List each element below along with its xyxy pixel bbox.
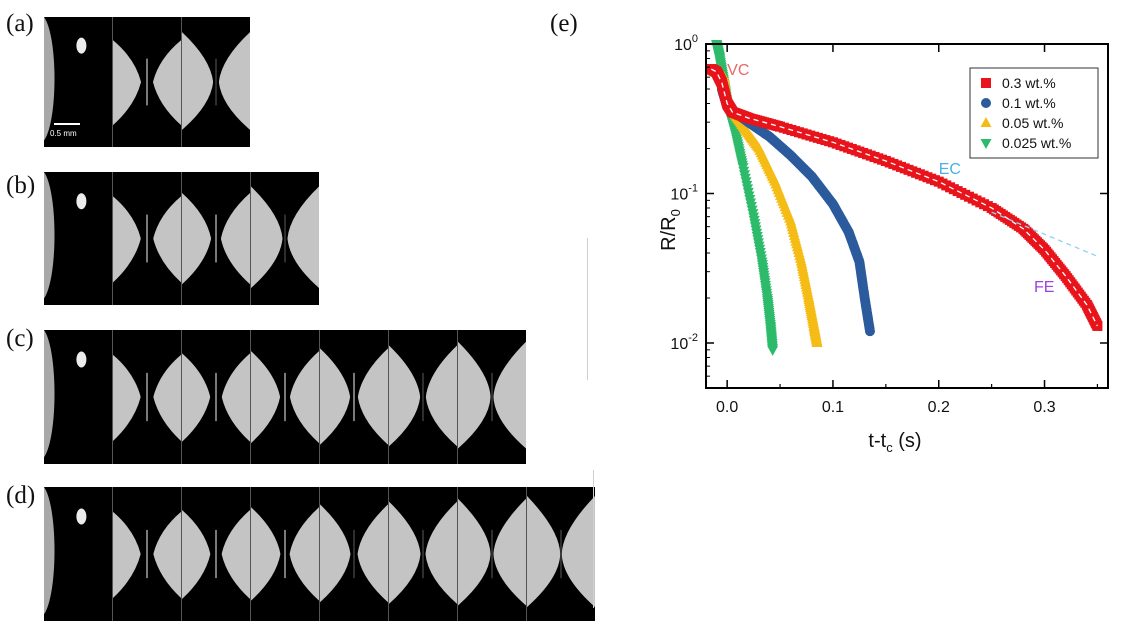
y-tick-label: 10-1 bbox=[670, 182, 698, 203]
filament-frame bbox=[182, 17, 250, 147]
x-tick-label: 0.2 bbox=[928, 399, 950, 416]
panel-label-e: (e) bbox=[550, 10, 578, 37]
filament-frame bbox=[113, 172, 182, 305]
filament-frame bbox=[458, 330, 526, 464]
filament-frame bbox=[113, 487, 182, 621]
legend-label: 0.025 wt.% bbox=[1002, 135, 1071, 151]
scale-bar-label: 0.5 mm bbox=[50, 129, 77, 138]
image-strip-c bbox=[44, 330, 526, 464]
filament-frame bbox=[389, 487, 458, 621]
data-point bbox=[811, 336, 823, 347]
filament-frame bbox=[251, 330, 320, 464]
legend-marker bbox=[980, 139, 992, 149]
legend-marker bbox=[981, 98, 991, 108]
legend-marker bbox=[981, 78, 991, 88]
annotation-fe: FE bbox=[1034, 279, 1054, 296]
filament-frame bbox=[320, 487, 389, 621]
filament-frame bbox=[113, 330, 182, 464]
divider-line bbox=[587, 238, 588, 380]
fit-line bbox=[991, 211, 1098, 257]
filament-frame bbox=[44, 487, 113, 621]
data-point bbox=[864, 326, 875, 337]
legend-label: 0.05 wt.% bbox=[1002, 115, 1063, 131]
panel-label-a: (a) bbox=[6, 10, 34, 37]
image-strip-a: 0.5 mm bbox=[44, 17, 250, 147]
filament-frame bbox=[527, 487, 595, 621]
x-tick-label: 0.3 bbox=[1033, 399, 1055, 416]
filament-frame bbox=[113, 17, 182, 147]
filament-frame bbox=[44, 330, 113, 464]
filament-frame bbox=[251, 172, 319, 305]
chart-legend: 0.3 wt.% 0.1 wt.% 0.05 wt.% 0.025 wt.% bbox=[969, 67, 1099, 159]
y-tick-label: 100 bbox=[674, 33, 698, 54]
filament-frame bbox=[320, 330, 389, 464]
panel-label-c: (c) bbox=[6, 325, 34, 352]
scale-bar bbox=[54, 123, 80, 125]
filament-frame: 0.5 mm bbox=[44, 17, 113, 147]
filament-frame bbox=[44, 172, 113, 305]
panel-label-d: (d) bbox=[6, 482, 36, 509]
filament-frame bbox=[251, 487, 320, 621]
filament-frame bbox=[182, 330, 251, 464]
filament-frame bbox=[458, 487, 527, 621]
image-strip-b bbox=[44, 172, 319, 305]
image-strip-d bbox=[44, 487, 595, 621]
x-axis-label: t-tc (s) bbox=[868, 430, 921, 455]
x-tick-label: 0.0 bbox=[716, 399, 738, 416]
filament-frame bbox=[389, 330, 458, 464]
legend-label: 0.1 wt.% bbox=[1002, 95, 1056, 111]
panel-label-b: (b) bbox=[6, 172, 36, 199]
divider-line bbox=[593, 470, 594, 608]
legend-box bbox=[969, 67, 1099, 159]
y-axis-label: R/R0 bbox=[658, 209, 683, 251]
plot-frame bbox=[705, 43, 1109, 389]
filament-frame bbox=[182, 487, 251, 621]
data-point bbox=[767, 345, 779, 356]
fit-line bbox=[710, 68, 1099, 327]
annotation-ec: EC bbox=[939, 161, 961, 178]
annotation-vc: VC bbox=[727, 62, 749, 79]
filament-frame bbox=[182, 172, 251, 305]
x-tick-label: 0.1 bbox=[822, 399, 844, 416]
series-0-1-wt-- bbox=[716, 84, 875, 337]
legend-marker bbox=[980, 117, 992, 127]
legend-label: 0.3 wt.% bbox=[1002, 75, 1056, 91]
y-tick-label: 10-2 bbox=[670, 332, 698, 353]
